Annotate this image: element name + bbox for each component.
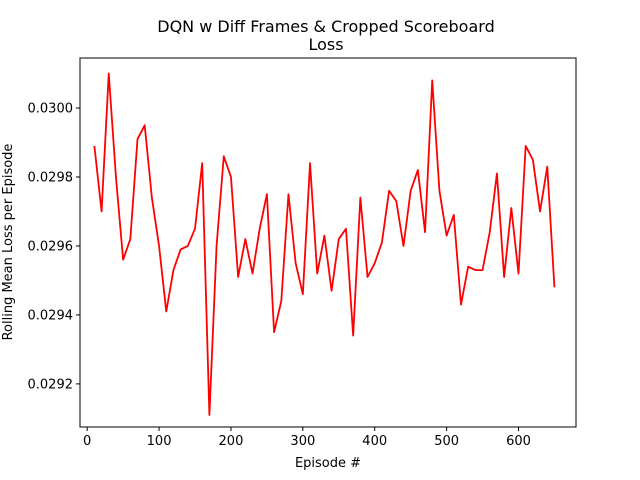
chart-subtitle: Loss: [308, 35, 343, 54]
y-axis: 0.0292 0.0294 0.0296 0.0298 0.0300: [28, 102, 80, 392]
x-tick-label: 400: [362, 434, 387, 449]
chart-title: DQN w Diff Frames & Cropped Scoreboard: [157, 17, 494, 36]
x-axis: 0 100 200 300 400 500 600: [83, 427, 531, 449]
y-tick-label: 0.0298: [28, 170, 74, 185]
plot-frame: [79, 57, 577, 428]
x-tick-label: 0: [83, 434, 91, 449]
y-tick-label: 0.0300: [28, 102, 74, 117]
x-tick-label: 200: [219, 434, 244, 449]
y-tick-label: 0.0292: [28, 377, 74, 392]
y-axis-label: Rolling Mean Loss per Episode: [1, 144, 16, 341]
plot-area: [93, 72, 556, 416]
y-tick-label: 0.0296: [28, 239, 74, 254]
x-tick-label: 600: [506, 434, 531, 449]
x-tick-label: 100: [147, 434, 172, 449]
y-tick-label: 0.0294: [28, 308, 74, 323]
x-tick-label: 300: [290, 434, 315, 449]
x-tick-label: 500: [434, 434, 459, 449]
series-layer: [93, 72, 556, 416]
x-axis-label: Episode #: [295, 456, 361, 471]
loss-series-line: [93, 72, 556, 416]
